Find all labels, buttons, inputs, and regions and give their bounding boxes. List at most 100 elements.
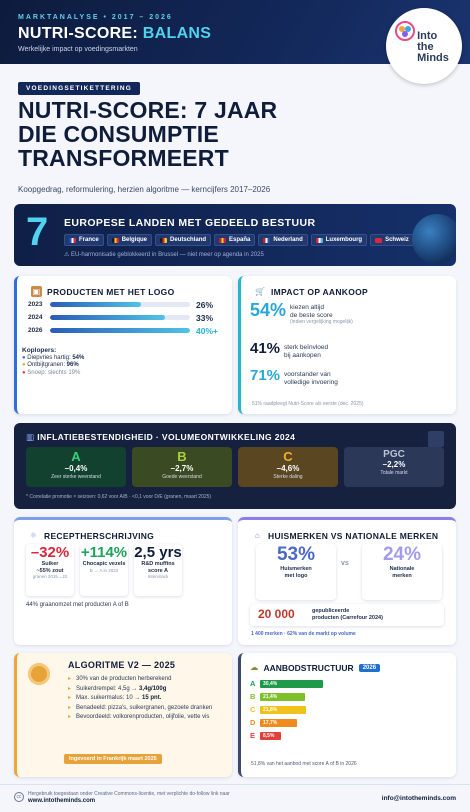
bar-value: 40%+	[196, 325, 218, 336]
grade-value: –2,2%	[382, 460, 406, 469]
bar-track	[50, 302, 190, 307]
grade-desc: Sterke daling	[273, 474, 303, 480]
offer-card	[238, 653, 456, 777]
offer-footnote: 51,8% van het aanbod met score A of B in…	[251, 761, 357, 767]
flag-icon	[160, 237, 168, 243]
flag-icon	[219, 237, 227, 243]
offer-title: AANBODSTRUCTUUR	[263, 662, 354, 673]
country-chip: France	[64, 234, 104, 246]
offer-row: B 21,4%	[250, 692, 305, 701]
pioneer-item: ● Snoep: slechts 19%	[22, 369, 81, 376]
product-bar-row: 2026 40%+	[28, 325, 218, 336]
header-kicker: MARKTANALYSE • 2017 – 2026	[18, 14, 173, 21]
grade-desc: Zeer sterke weerstand	[51, 474, 101, 480]
flag-icon	[69, 237, 76, 243]
year-badge: 2026	[358, 663, 381, 672]
globe-icon	[412, 214, 456, 264]
intotheminds-logo[interactable]: Into the Minds	[386, 8, 462, 84]
header-title: NUTRI-SCORE: BALANS	[18, 25, 212, 42]
country-chip: Deutschland	[155, 234, 212, 246]
logo-text-2: the	[417, 40, 434, 53]
candy-icon: ●	[22, 369, 26, 376]
recipes-footnote: 44% graanomzet met producten A of B	[26, 602, 129, 608]
salt-icon: ●	[22, 354, 26, 361]
creative-commons-icon: cc	[14, 792, 24, 802]
products-title: PRODUCTEN MET HET LOGO	[47, 286, 175, 297]
grade-value: –0,4%	[64, 464, 88, 473]
recipe-label: Chocapic vezels	[82, 561, 126, 567]
flag-icon	[315, 237, 323, 243]
offer-row: C 21,8%	[250, 705, 306, 714]
grade-letter: A	[71, 449, 81, 464]
offer-letter: B	[250, 692, 256, 701]
inflation-title: INFLATIEBESTENDIGHEID · VOLUMEONTWIKKELI…	[37, 432, 296, 442]
pioneers-title: Koplopers:	[22, 347, 57, 354]
inflation-panel: ▥ INFLATIEBESTENDIGHEID · VOLUMEONTWIKKE…	[14, 423, 456, 509]
recipe-label: Suiker	[41, 561, 59, 567]
bar-year: 2024	[28, 314, 43, 321]
offer-row: E 8,5%	[250, 731, 281, 740]
flag-icon	[111, 237, 119, 243]
countries-count: 7	[26, 210, 49, 254]
logo-text-1: Into	[417, 29, 438, 42]
list-item: Bevoordeeld: volkorenproducten, olijfoli…	[68, 714, 228, 722]
grade-letter: C	[283, 449, 293, 464]
countries-title: EUROPESE LANDEN MET GEDEELD BESTUUR	[64, 217, 316, 229]
title-line-1: NUTRI-SCORE: 7 JAAR	[18, 97, 278, 123]
recipe-source: Intersnack	[147, 574, 169, 579]
list-item: Suikerdrempel: 4,5g → 3,4g/100g	[68, 686, 228, 694]
recipe-value: 2,5 yrs	[134, 544, 182, 561]
bar-chart-icon	[428, 431, 444, 447]
flag-icon	[263, 237, 271, 243]
impact-card: 🛒 IMPACT OP AANKOOP	[238, 276, 456, 414]
pioneers: Koplopers: ● Diepvries hartig: 54% ● Ont…	[22, 347, 84, 377]
impact-stat: 54% kiezen altijd de beste score (indien v…	[250, 300, 353, 325]
country-chip: Schweiz	[370, 234, 414, 246]
gear-icon	[28, 663, 50, 685]
header-subtitle: Werkelijke impact op voedingsmarkten	[18, 46, 138, 53]
cereal-icon: ●	[22, 362, 26, 368]
offer-row: D 17,7%	[250, 718, 298, 727]
footer: cc Hergebruik toegestaan onder Creative …	[0, 784, 470, 812]
grade-value: –4,6%	[276, 464, 300, 473]
bar-year: 2023	[28, 301, 43, 308]
country-chips: France Belgique Deutschland España Nederland…	[64, 234, 414, 246]
private-label-stat: 53% Huismerken met logo	[256, 544, 336, 600]
email-link[interactable]: info@intotheminds.com	[381, 795, 456, 802]
offer-row: A 30,4%	[250, 679, 323, 688]
countries-banner: 7 EUROPESE LANDEN MET GEDEELD BESTUUR Fr…	[14, 204, 456, 266]
license-text: Hergebruik toegestaan onder Creative Com…	[28, 791, 230, 797]
product-bar-row: 2023 26%	[28, 300, 213, 310]
algorithm-title: ALGORITME V2 — 2025	[68, 660, 176, 670]
country-chip: Nederland	[258, 234, 308, 246]
products-published-stat: 20 000 gepubliceerde producten (Carrefour…	[250, 604, 444, 626]
recipe-stat: 2,5 yrs R&D muffins score A Intersnack	[134, 544, 182, 596]
grade-box: PGC –2,2% Totale markt	[344, 447, 444, 487]
grade-box: C –4,6% Sterke daling	[238, 447, 338, 487]
recipe-stat: +114% Chocapic vezels B → A in 2022	[80, 544, 128, 596]
offer-icon: ☁	[250, 662, 259, 672]
grade-letter: B	[177, 449, 187, 464]
bar-year: 2026	[28, 327, 43, 334]
offer-letter: D	[250, 718, 256, 727]
offer-letter: A	[250, 679, 256, 688]
bar-fill	[50, 302, 141, 307]
website-link[interactable]: www.intotheminds.com	[28, 798, 96, 804]
country-chip: Belgique	[106, 234, 153, 246]
countries-note: ⚠ EU-harmonisatie geblokkeerd in Brussel…	[64, 252, 264, 258]
impact-stat: 71% voorstander van volledige invoering	[250, 367, 338, 386]
offer-bar: 21,8%	[260, 705, 306, 714]
recipe-source: granen 2015→22	[32, 574, 68, 579]
recipe-icon: ⚛	[29, 531, 38, 540]
impact-stat: 41% sterk beïnvloed bij aankopen	[250, 340, 329, 359]
grade-letter: PGC	[383, 449, 405, 460]
grade-box: A –0,4% Zeer sterke weerstand	[26, 447, 126, 487]
lede: Koopgedrag, reformulering, herzien algor…	[18, 185, 271, 194]
algorithm-badge: Ingevoerd in Frankrijk maart 2025	[64, 754, 162, 764]
pioneer-item: ● Diepvries hartig: 54%	[22, 354, 85, 361]
page-title: NUTRI-SCORE: 7 JAAR DIE CONSUMPTIE TRANS…	[18, 98, 318, 170]
recipe-value: –32%	[30, 544, 70, 561]
title-line-3: TRANSFORMEERT	[18, 145, 229, 171]
chart-icon: ▥	[26, 432, 35, 442]
bar-fill	[50, 328, 190, 333]
